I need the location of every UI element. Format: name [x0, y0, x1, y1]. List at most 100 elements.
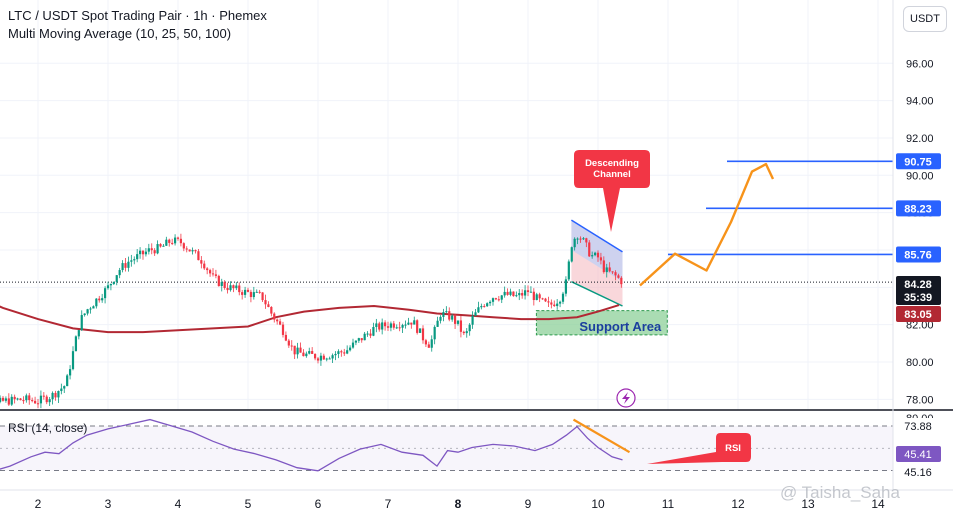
- time-tick-label: 7: [385, 497, 392, 511]
- time-tick-label: 10: [591, 497, 605, 511]
- candle: [51, 391, 54, 405]
- candle: [471, 311, 474, 329]
- candle: [302, 349, 305, 357]
- candle-body: [503, 291, 506, 296]
- candle: [232, 284, 235, 293]
- candle-body: [311, 351, 314, 354]
- price-badge-value: 85.76: [904, 249, 932, 261]
- time-tick-label: 2: [35, 497, 42, 511]
- candle: [319, 352, 323, 366]
- candle-body: [462, 331, 465, 334]
- candle: [281, 321, 285, 338]
- candle-body: [477, 307, 480, 313]
- candle: [63, 385, 66, 393]
- lightning-icon-glyph: [622, 392, 630, 404]
- candle-body: [305, 353, 308, 357]
- candle-body: [308, 351, 311, 354]
- candle: [343, 348, 346, 356]
- candle: [305, 351, 308, 358]
- candle-body: [144, 251, 148, 255]
- currency-button[interactable]: USDT: [903, 6, 947, 32]
- candle: [68, 365, 72, 380]
- candle: [456, 320, 460, 326]
- candle: [334, 351, 337, 361]
- candle-body: [567, 261, 570, 280]
- candle: [535, 292, 538, 301]
- candle-body: [31, 400, 34, 402]
- candle-body: [346, 350, 349, 354]
- candle: [197, 249, 200, 261]
- candle-body: [509, 291, 512, 295]
- candle-body: [343, 352, 346, 354]
- candle-body: [182, 243, 185, 249]
- candle: [573, 237, 576, 251]
- rsi-badge-value: 45.16: [904, 467, 932, 479]
- candle-body: [512, 291, 515, 297]
- price-badge-value: 84.28: [904, 279, 932, 291]
- candle: [235, 282, 238, 291]
- candle-body: [354, 340, 358, 343]
- candle-body: [179, 238, 183, 244]
- candle-body: [168, 239, 171, 243]
- candle: [22, 396, 25, 404]
- candle-body: [13, 396, 16, 400]
- candle: [547, 296, 550, 307]
- candle: [273, 312, 276, 323]
- rsi-badge: 73.88: [896, 418, 941, 434]
- candle: [512, 291, 515, 297]
- channel-lower-line: [571, 281, 623, 307]
- candle-body: [448, 311, 451, 320]
- indicator-label: Multi Moving Average (10, 25, 50, 100): [8, 26, 232, 41]
- candle-body: [232, 285, 235, 289]
- candle-body: [206, 268, 209, 271]
- candle-body: [270, 306, 273, 314]
- candle-body: [92, 306, 95, 309]
- candle: [465, 328, 468, 338]
- projection-path: [639, 162, 775, 287]
- candle-body: [471, 315, 474, 325]
- candle: [596, 250, 600, 262]
- candle-body: [223, 282, 226, 288]
- candle: [220, 278, 223, 292]
- candle-body: [570, 247, 573, 262]
- candle: [558, 300, 562, 308]
- price-badge: 84.28: [896, 276, 941, 292]
- candle: [243, 286, 247, 298]
- candle: [19, 397, 22, 401]
- candle-body: [386, 326, 390, 328]
- candle-body: [229, 285, 232, 291]
- candle-body: [334, 353, 337, 356]
- candle: [28, 392, 31, 405]
- candle-body: [226, 287, 229, 291]
- candle-body: [413, 320, 416, 325]
- candle-body: [617, 275, 620, 278]
- candle-body: [442, 312, 445, 317]
- candle: [95, 298, 98, 309]
- candle: [103, 286, 107, 304]
- candle: [477, 301, 480, 313]
- candle: [576, 237, 579, 245]
- candle: [238, 282, 241, 296]
- candle: [360, 338, 363, 343]
- candle-body: [561, 293, 565, 302]
- candle-body: [418, 328, 422, 333]
- candle-body: [141, 250, 145, 255]
- candle: [404, 320, 407, 329]
- candle: [386, 321, 390, 331]
- candle-body: [547, 301, 550, 303]
- candle: [564, 276, 568, 297]
- candle: [173, 234, 177, 246]
- candle-body: [1, 397, 5, 401]
- candle: [124, 258, 127, 272]
- candle: [66, 373, 69, 387]
- candle: [521, 289, 524, 299]
- candle: [588, 240, 591, 257]
- candle: [561, 291, 565, 305]
- rsi-trendline: [572, 418, 631, 454]
- price-badge: 88.23: [896, 200, 941, 217]
- candle-body: [576, 238, 579, 240]
- candle: [439, 315, 442, 324]
- candle-body: [456, 320, 460, 324]
- candle-body: [39, 395, 43, 404]
